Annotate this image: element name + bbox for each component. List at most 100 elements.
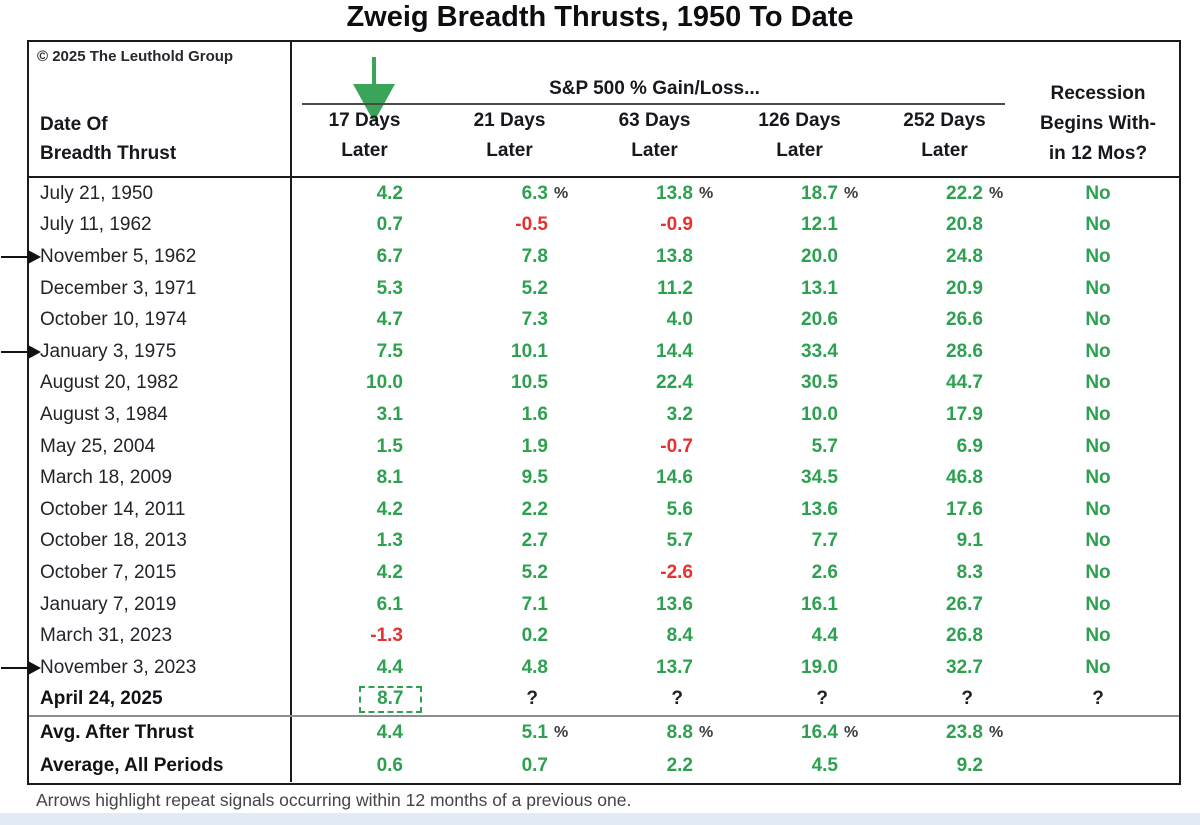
gain-loss-value: 0.7	[521, 754, 548, 776]
gain-loss-value: 4.2	[376, 561, 403, 583]
recession-answer: No	[1085, 498, 1111, 520]
gain-loss-value-cell: 8.1	[292, 467, 437, 489]
gain-loss-value: 14.6	[656, 467, 693, 489]
gain-loss-value: 26.6	[946, 309, 983, 331]
gain-loss-value: 34.5	[801, 467, 838, 489]
gain-loss-value: 0.7	[376, 214, 403, 236]
gain-loss-value: 0.6	[376, 754, 403, 776]
gain-loss-value-cell: 19.0	[727, 657, 872, 679]
page-title: Zweig Breadth Thrusts, 1950 To Date	[346, 1, 854, 33]
gain-loss-value-cell: 4.2	[292, 562, 437, 584]
day-column-header: 252 Days Later	[903, 110, 986, 161]
gain-loss-value: 8.4	[666, 625, 693, 647]
gain-loss-value-cell: 3.1	[292, 404, 437, 426]
gain-loss-value: 6.9	[956, 435, 983, 457]
recession-header-line1: Recession	[1050, 83, 1146, 104]
gain-loss-value: 7.7	[811, 530, 838, 552]
gain-loss-value: 32.7	[946, 656, 983, 678]
gain-loss-value: 18.7	[801, 182, 838, 204]
gain-loss-value-cell: 22.2%	[872, 183, 1017, 205]
gain-loss-value: 10.1	[511, 340, 548, 362]
gain-loss-value: 28.6	[946, 340, 983, 362]
gain-loss-value: 8.8	[666, 722, 693, 744]
gain-loss-value-cell: 10.5	[437, 372, 582, 394]
recession-answer: No	[1085, 467, 1111, 489]
gain-loss-value-cell: 10.0	[292, 372, 437, 394]
percent-sign: %	[554, 184, 569, 202]
gain-loss-value-cell: 0.2	[437, 625, 582, 647]
gain-loss-value-cell: 16.4%	[727, 722, 872, 744]
gain-loss-value-cell: 6.7	[292, 246, 437, 268]
gain-loss-value-cell: 6.3%	[437, 183, 582, 205]
percent-sign: %	[989, 184, 1004, 202]
thrust-date: January 3, 1975	[29, 335, 292, 368]
gain-loss-value-cell: 10.0	[727, 404, 872, 426]
gain-loss-value-cell: ?	[437, 688, 582, 710]
group-underline	[302, 103, 1005, 105]
gain-loss-value: 11.2	[657, 277, 693, 299]
day-column-header: 126 Days Later	[758, 110, 841, 161]
gain-loss-value: 26.8	[946, 625, 983, 647]
gain-loss-value: 7.3	[521, 309, 548, 331]
gain-loss-value: -0.9	[660, 214, 693, 236]
table-row: July 21, 1950 4.2 6.3% 13.8% 18.7% 22.2% No	[29, 178, 1179, 210]
gain-loss-value-cell: 6.1	[292, 594, 437, 616]
gain-loss-value: 2.7	[521, 530, 548, 552]
gain-loss-value: 13.8	[656, 245, 693, 267]
table-body: July 21, 1950 4.2 6.3% 13.8% 18.7% 22.2% No Jul…	[29, 178, 1179, 716]
summary-row: Avg. After Thrust 4.4 5.1% 8.8% 16.4% 23.8%	[29, 717, 1179, 750]
table-row: November 5, 1962 6.7 7.8 13.8 20.0 24.8 No	[29, 241, 1179, 273]
gain-loss-value: 16.4	[801, 722, 838, 744]
gain-loss-value-cell: 17.6	[872, 499, 1017, 521]
gain-loss-value: 6.1	[376, 593, 403, 615]
gain-loss-value: 4.8	[521, 656, 548, 678]
gain-loss-value-cell: ?	[872, 688, 1017, 710]
bottom-strip	[0, 813, 1200, 825]
gain-loss-value: 2.2	[521, 498, 548, 520]
gain-loss-value-cell: -0.5	[437, 214, 582, 236]
gain-loss-value-cell: 20.6	[727, 309, 872, 331]
thrust-date: October 14, 2011	[29, 493, 292, 526]
percent-sign: %	[844, 184, 859, 202]
table-row: January 3, 1975 7.5 10.1 14.4 33.4 28.6 No	[29, 335, 1179, 368]
gain-loss-value: 6.3	[521, 182, 548, 204]
gain-loss-value-cell: 17.9	[872, 404, 1017, 426]
gain-loss-value-cell: 4.2	[292, 183, 437, 205]
gain-loss-value: 5.7	[811, 435, 838, 457]
gain-loss-value-cell: 2.2	[582, 755, 727, 777]
gain-loss-value: 8.1	[376, 467, 403, 489]
gain-loss-value: 3.1	[376, 403, 403, 425]
table-row: October 10, 1974 4.7 7.3 4.0 20.6 26.6 No	[29, 304, 1179, 336]
gain-loss-value: -2.6	[660, 561, 693, 583]
table-row: October 18, 2013 1.3 2.7 5.7 7.7 9.1 No	[29, 525, 1179, 558]
gain-loss-value-cell: 9.1	[872, 530, 1017, 552]
gain-loss-value: 4.4	[376, 656, 403, 678]
day-column-header: 17 Days Later	[328, 110, 401, 161]
gain-loss-value-cell: 13.1	[727, 278, 872, 300]
gain-loss-value: 8.3	[956, 561, 983, 583]
gain-loss-value: 20.9	[946, 277, 983, 299]
gain-loss-value-cell: 26.6	[872, 309, 1017, 331]
gain-loss-value: 10.5	[511, 372, 548, 394]
gain-loss-value-cell: 14.6	[582, 467, 727, 489]
gain-loss-value: ?	[961, 688, 973, 710]
thrust-date: May 25, 2004	[29, 430, 292, 463]
gain-loss-value-cell: 4.4	[292, 722, 437, 744]
gain-loss-value-cell: 12.1	[727, 214, 872, 236]
gain-loss-value: 8.7	[377, 687, 404, 709]
gain-loss-value: 26.7	[946, 593, 983, 615]
gain-loss-value-cell: 4.7	[292, 309, 437, 331]
gain-loss-value: 4.5	[811, 754, 838, 776]
gain-loss-value: 20.6	[801, 309, 838, 331]
recession-header-line3: in 12 Mos?	[1048, 143, 1148, 164]
footnote: Arrows highlight repeat signals occurrin…	[36, 790, 632, 810]
gain-loss-value: 10.0	[366, 372, 403, 394]
recession-column-header: Recession Begins With- in 12 Mos?	[1017, 42, 1179, 176]
table-row: August 3, 1984 3.1 1.6 3.2 10.0 17.9 No	[29, 399, 1179, 431]
gain-loss-value: 9.5	[521, 467, 548, 489]
recession-answer: No	[1085, 214, 1111, 236]
gain-loss-value: 4.2	[376, 182, 403, 204]
table-row: August 20, 1982 10.0 10.5 22.4 30.5 44.7 No	[29, 367, 1179, 400]
summary-label: Avg. After Thrust	[29, 717, 292, 750]
gain-loss-value-cell: 5.3	[292, 278, 437, 300]
